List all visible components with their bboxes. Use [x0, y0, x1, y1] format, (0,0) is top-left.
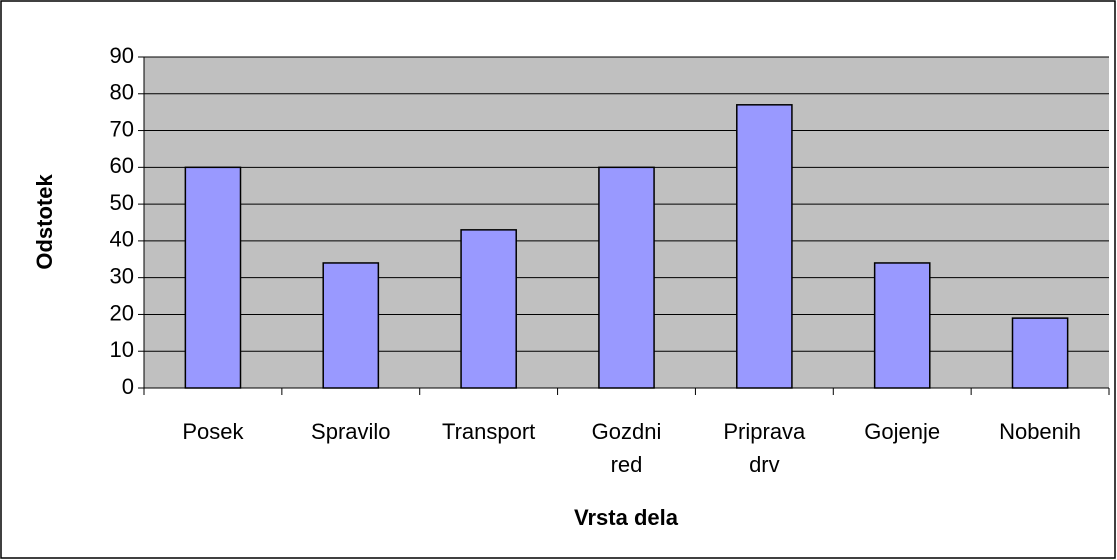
y-tick-label: 90 [110, 43, 134, 68]
x-tick-label: Spravilo [311, 419, 391, 444]
bar [460, 229, 517, 389]
bar [598, 166, 655, 389]
x-tick-label: Posek [182, 419, 244, 444]
x-tick-label: Priprava drv [723, 419, 806, 477]
y-axis-title: Odstotek [32, 174, 57, 270]
x-tick-label: Gozdni red [591, 419, 662, 477]
x-axis-title: Vrsta dela [574, 505, 679, 530]
bar [184, 166, 242, 389]
bar [736, 104, 793, 389]
y-tick-label: 20 [110, 300, 134, 325]
y-tick-label: 0 [122, 374, 134, 399]
bar [873, 262, 931, 389]
x-tick-label: Nobenih [999, 419, 1082, 444]
y-tick-label: 60 [110, 153, 134, 178]
x-tick-label: Gojenje [864, 419, 941, 444]
bar [322, 262, 380, 389]
y-tick-label: 50 [110, 190, 134, 215]
y-tick-label: 40 [110, 227, 134, 252]
y-tick-label: 30 [110, 263, 134, 288]
bar [1011, 317, 1069, 389]
y-tick-label: 10 [110, 337, 134, 362]
x-tick-label: Transport [441, 419, 536, 444]
y-tick-label: 80 [110, 80, 134, 105]
y-tick-label: 70 [110, 116, 134, 141]
